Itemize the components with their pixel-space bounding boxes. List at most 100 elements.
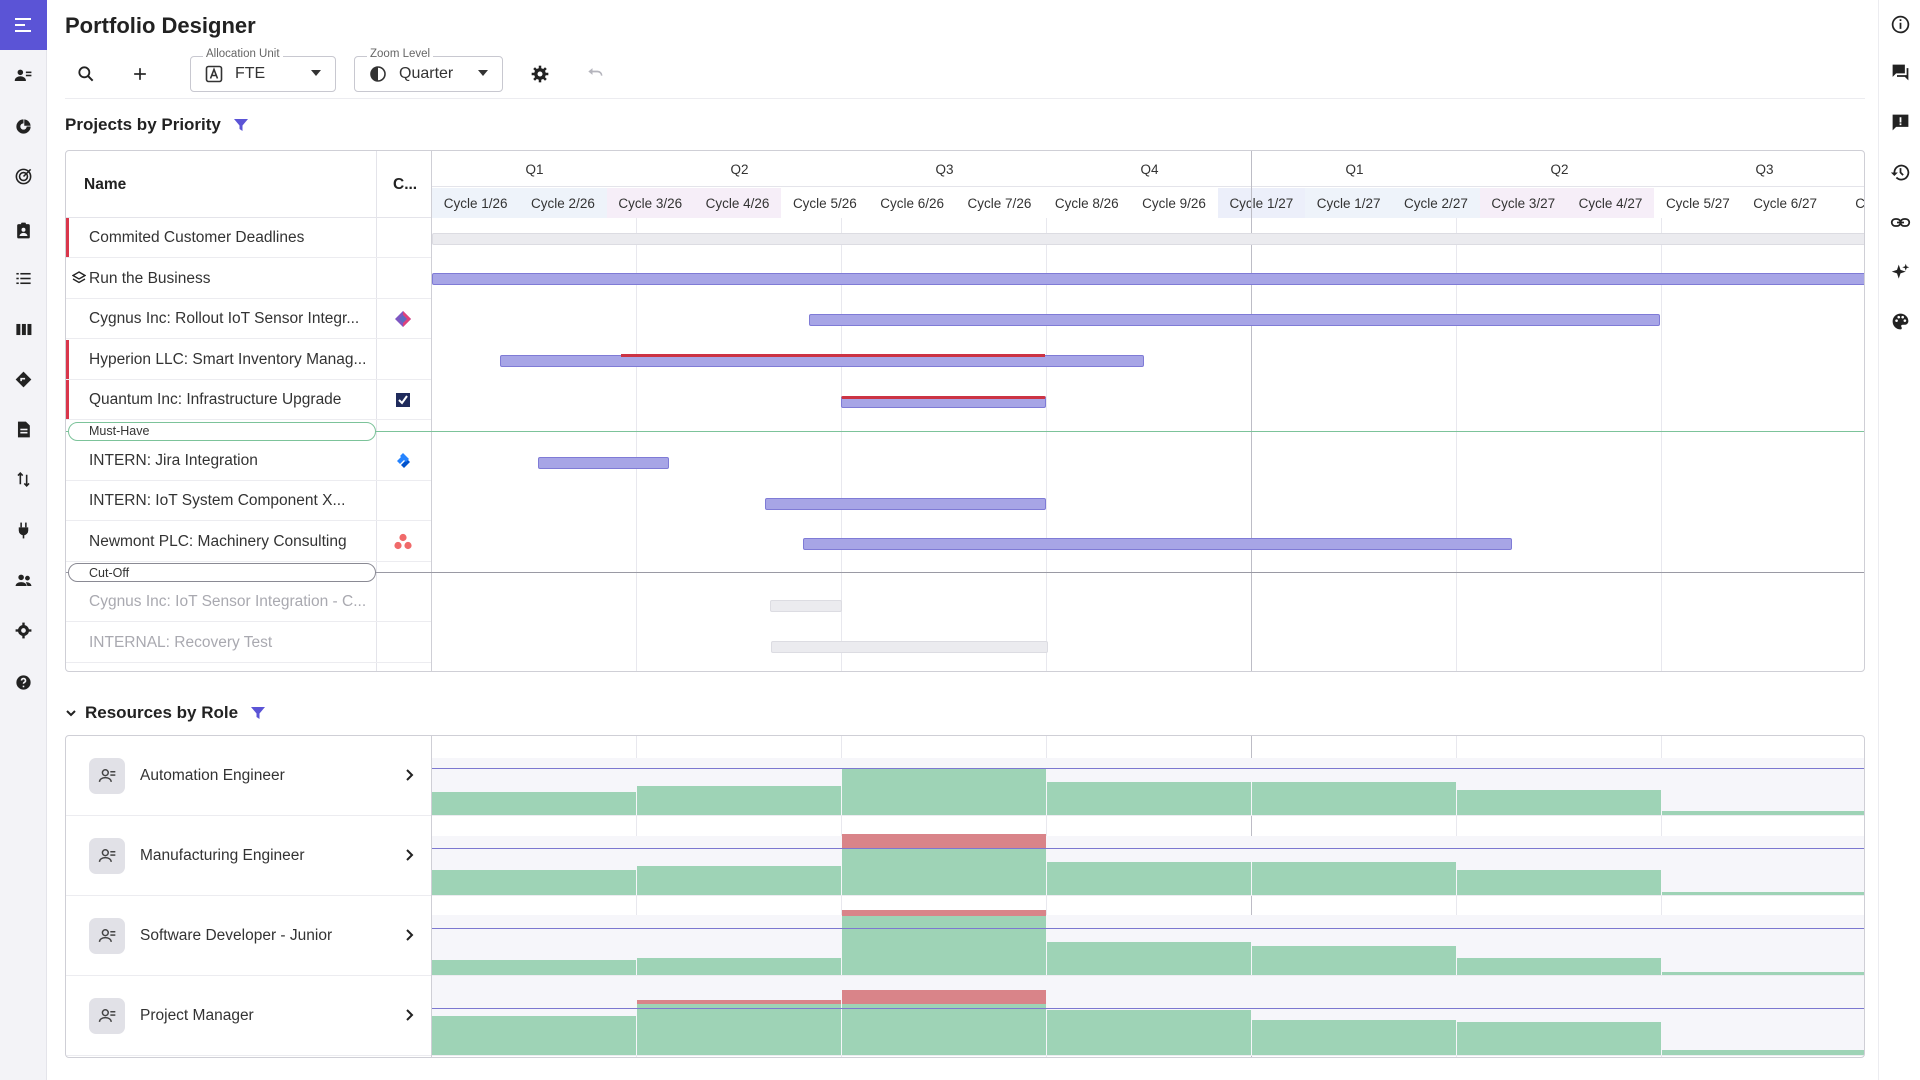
nav-sort-icon[interactable] xyxy=(0,463,47,495)
project-bar[interactable] xyxy=(770,600,842,612)
project-row[interactable]: INTERN: IoT System Component X... xyxy=(66,481,1864,521)
settings-button[interactable] xyxy=(524,58,556,90)
quarter-gridline xyxy=(1251,736,1252,1057)
cycle-label: Cycle 4/26 xyxy=(693,188,782,218)
filter-icon[interactable] xyxy=(250,705,266,721)
nav-list-icon[interactable] xyxy=(0,262,47,294)
chat-icon[interactable] xyxy=(1879,56,1920,88)
project-bar[interactable] xyxy=(771,641,1048,653)
asana-icon xyxy=(393,532,413,552)
nav-documents-icon[interactable] xyxy=(0,413,47,445)
info-icon[interactable] xyxy=(1879,8,1920,40)
chevron-right-icon[interactable] xyxy=(402,927,418,943)
resource-row[interactable]: Project Manager xyxy=(66,976,1864,1056)
cycle-label: Cycle 9/26 xyxy=(1130,188,1218,218)
history-icon[interactable] xyxy=(1879,156,1920,188)
quarter-gridline xyxy=(636,736,637,1057)
palette-icon[interactable] xyxy=(1879,305,1920,337)
project-row[interactable]: Commited Customer Deadlines xyxy=(66,218,1864,258)
resource-row-header[interactable]: Manufacturing Engineer xyxy=(66,816,431,896)
allocation-unit-select[interactable]: Allocation Unit FTE xyxy=(190,48,336,92)
allocation-bar xyxy=(637,786,841,816)
search-button[interactable] xyxy=(70,58,102,90)
over-allocation-bar xyxy=(842,834,1046,848)
quarter-label: Q2 xyxy=(730,162,749,177)
project-bar[interactable] xyxy=(432,233,1864,245)
project-row[interactable]: Cygnus Inc: IoT Sensor Integration - C..… xyxy=(66,582,1864,622)
chevron-down-icon[interactable] xyxy=(65,707,77,719)
projects-gantt: Name C... Q1 Q2 Q3 Q4 Q1 Q2 Q3 Cycle 1/26 Cycle… xyxy=(65,150,1865,672)
project-row[interactable]: INTERN: Jira Integration xyxy=(66,441,1864,481)
resource-row-header[interactable]: Project Manager xyxy=(66,976,431,1056)
resources-section-header[interactable]: Resources by Role xyxy=(65,703,266,723)
add-button[interactable] xyxy=(124,58,156,90)
feedback-icon[interactable] xyxy=(1879,106,1920,138)
row-separator xyxy=(66,257,431,258)
nav-plugin-icon[interactable] xyxy=(0,514,47,546)
column-header-name[interactable]: Name xyxy=(84,176,127,193)
link-icon[interactable] xyxy=(1879,206,1920,238)
quarter-gridline xyxy=(636,218,637,671)
nav-board-icon[interactable] xyxy=(0,313,47,345)
nav-team-icon[interactable] xyxy=(0,564,47,596)
column-header-c[interactable]: C... xyxy=(393,176,418,193)
resource-row-header[interactable]: Automation Engineer xyxy=(66,736,431,816)
nav-users-icon[interactable] xyxy=(0,59,47,91)
resource-row[interactable]: Software Developer - Junior xyxy=(66,896,1864,976)
quarter-gridline xyxy=(841,736,842,1057)
resource-row[interactable]: Automation Engineer xyxy=(66,736,1864,816)
chevron-right-icon[interactable] xyxy=(402,1007,418,1023)
nav-dashboard-icon[interactable] xyxy=(0,110,47,142)
row-separator xyxy=(66,297,431,299)
project-bar[interactable] xyxy=(809,314,1660,326)
nav-help-icon[interactable] xyxy=(0,666,47,698)
nav-settings-icon[interactable] xyxy=(0,614,47,646)
project-bar[interactable] xyxy=(803,538,1512,550)
resource-row[interactable]: Manufacturing Engineer xyxy=(66,816,1864,896)
nav-assignments-icon[interactable] xyxy=(0,214,47,246)
project-row[interactable]: Hyperion LLC: Smart Inventory Manag... xyxy=(66,339,1864,380)
role-icon xyxy=(98,849,116,862)
allocation-bar xyxy=(842,916,1046,976)
ai-sparkle-icon[interactable] xyxy=(1879,256,1920,288)
chevron-right-icon[interactable] xyxy=(402,767,418,783)
project-row[interactable]: Run the Business xyxy=(66,259,1864,299)
project-row[interactable]: Newmont PLC: Machinery Consulting xyxy=(66,522,1864,562)
menu-button[interactable] xyxy=(0,0,47,50)
quarter-gridline xyxy=(1661,736,1662,1057)
nav-goals-icon[interactable] xyxy=(0,160,47,192)
role-avatar xyxy=(89,918,125,954)
project-row[interactable]: Quantum Inc: Infrastructure Upgrade xyxy=(66,380,1864,420)
diamond-app-icon xyxy=(393,309,413,329)
cycle-label: Cyc... xyxy=(1828,188,1864,218)
allocation-bar xyxy=(1252,946,1456,976)
row-separator xyxy=(66,661,431,663)
priority-marker xyxy=(66,380,69,420)
stack-icon xyxy=(71,270,87,285)
project-bar[interactable] xyxy=(841,396,1046,408)
allocation-bar xyxy=(1662,892,1864,896)
search-icon xyxy=(78,66,94,82)
quarter-header xyxy=(431,151,1864,187)
undo-button[interactable] xyxy=(579,58,611,90)
filter-icon[interactable] xyxy=(233,117,249,133)
project-name: Quantum Inc: Infrastructure Upgrade xyxy=(89,391,342,408)
project-bar[interactable] xyxy=(765,498,1046,510)
nav-roadmap-icon[interactable] xyxy=(0,363,47,395)
quarter-gridline xyxy=(1661,218,1662,671)
chevron-right-icon[interactable] xyxy=(402,847,418,863)
project-row[interactable]: INTERNAL: Recovery Test xyxy=(66,623,1864,663)
quarter-gridline xyxy=(1456,218,1457,671)
capacity-line xyxy=(432,928,1864,929)
project-bar[interactable] xyxy=(432,273,1864,285)
chevron-down-icon xyxy=(311,70,321,76)
resource-name: Manufacturing Engineer xyxy=(140,847,305,864)
project-row[interactable]: Cygnus Inc: Rollout IoT Sensor Integr... xyxy=(66,299,1864,339)
project-bar[interactable] xyxy=(538,457,669,469)
plus-icon xyxy=(134,68,146,80)
page-title: Portfolio Designer xyxy=(65,13,256,38)
zoom-level-select[interactable]: Zoom Level Quarter xyxy=(354,48,503,92)
allocation-bar xyxy=(1457,790,1661,816)
resource-row-header[interactable]: Software Developer - Junior xyxy=(66,896,431,976)
allocation-bar xyxy=(1457,870,1661,896)
